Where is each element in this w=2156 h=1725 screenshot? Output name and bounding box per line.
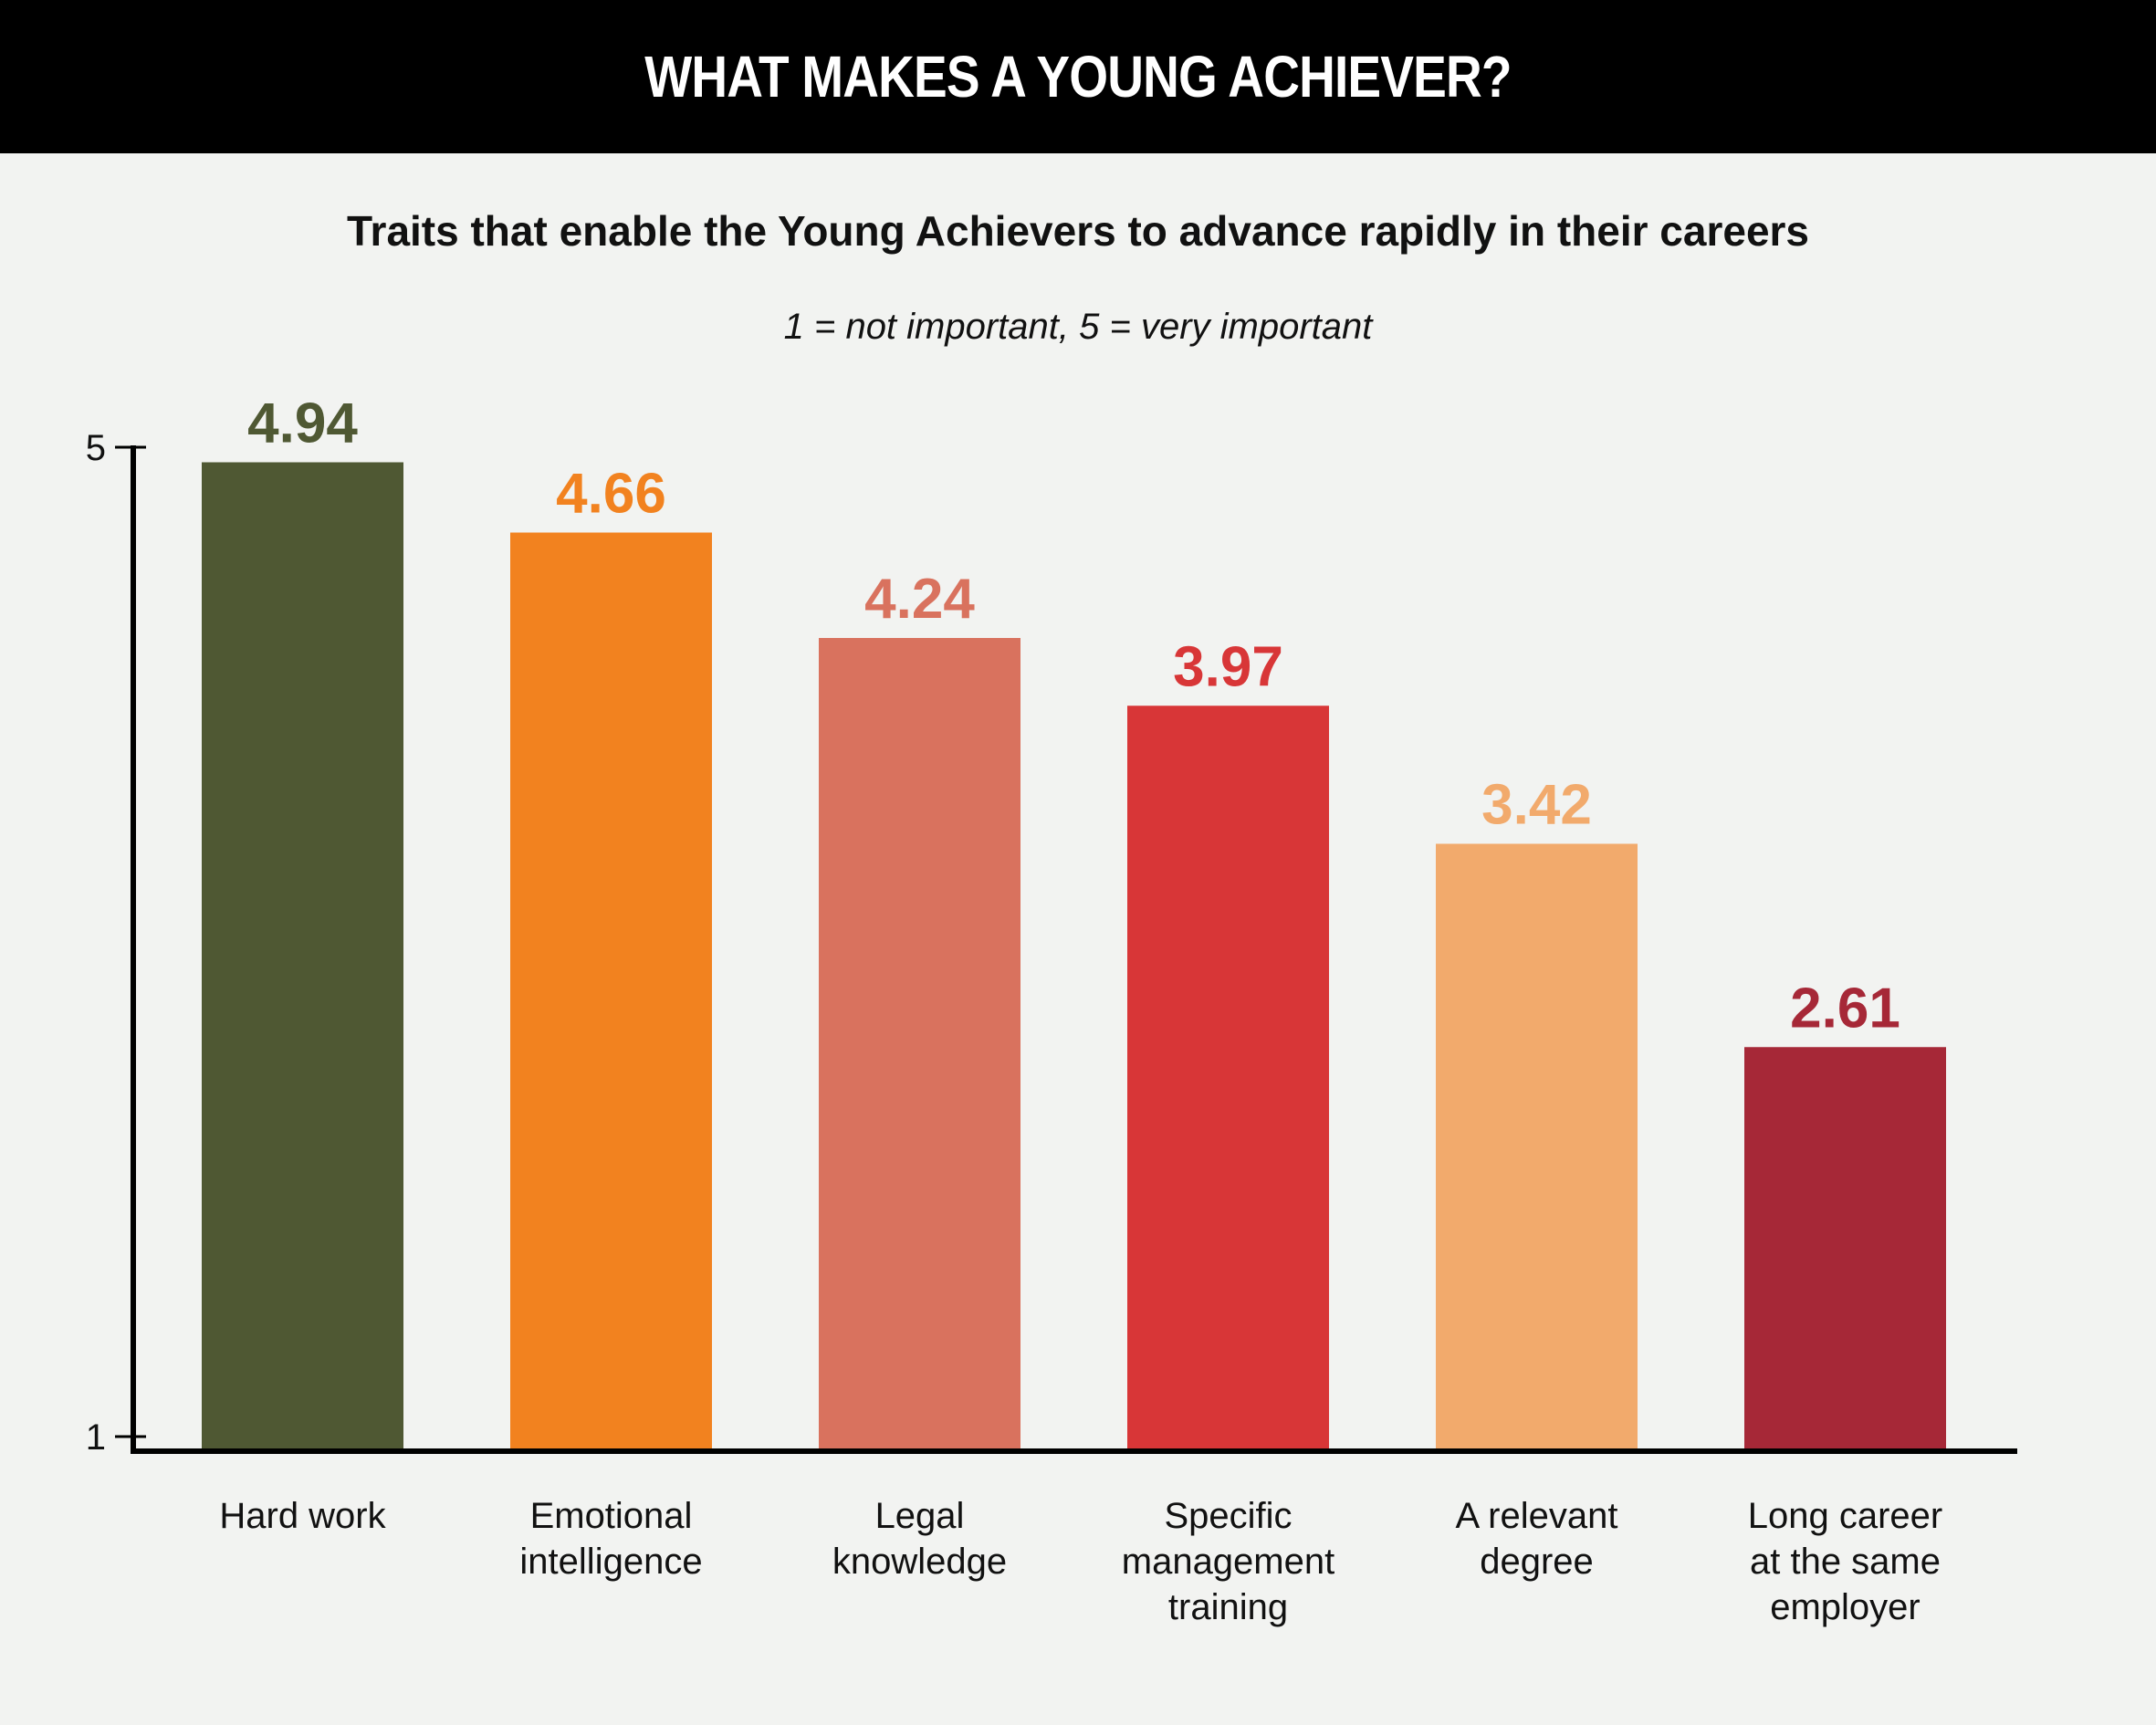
category-label-4: Specific management training [1122,1496,1334,1627]
bar-1 [202,462,403,1451]
bar-5 [1436,843,1638,1451]
value-label-1: 4.94 [247,392,358,455]
bar-3 [819,638,1020,1451]
title-banner: WHAT MAKES A YOUNG ACHIEVER? [0,0,2156,153]
scale-note: 1 = not important, 5 = very important [783,307,1373,347]
value-label-3: 4.24 [864,568,975,631]
category-label-6: Long career at the same employer [1748,1496,1942,1627]
value-label-5: 3.42 [1481,774,1592,837]
bar-4 [1127,706,1329,1451]
chart-subtitle: Traits that enable the Young Achievers t… [346,207,1810,255]
y-tick-label-5: 5 [86,428,106,468]
bars-layer: 4.94 Hard work 4.66 Emotional intelligence 4.… [202,392,1946,1627]
category-label-2: Emotional intelligence [519,1496,702,1582]
value-label-6: 2.61 [1790,977,1900,1040]
value-label-4: 3.97 [1173,635,1283,698]
y-tick-label-1: 1 [86,1417,106,1458]
category-label-1: Hard work [219,1496,386,1536]
chart-title: WHAT MAKES A YOUNG ACHIEVER? [644,44,1512,110]
value-label-2: 4.66 [556,463,666,526]
category-label-3: Legal knowledge [832,1496,1007,1582]
axes-layer: 15 [86,428,2017,1458]
category-label-5: A relevant degree [1456,1496,1618,1582]
bar-2 [510,532,712,1451]
bar-6 [1744,1047,1946,1451]
